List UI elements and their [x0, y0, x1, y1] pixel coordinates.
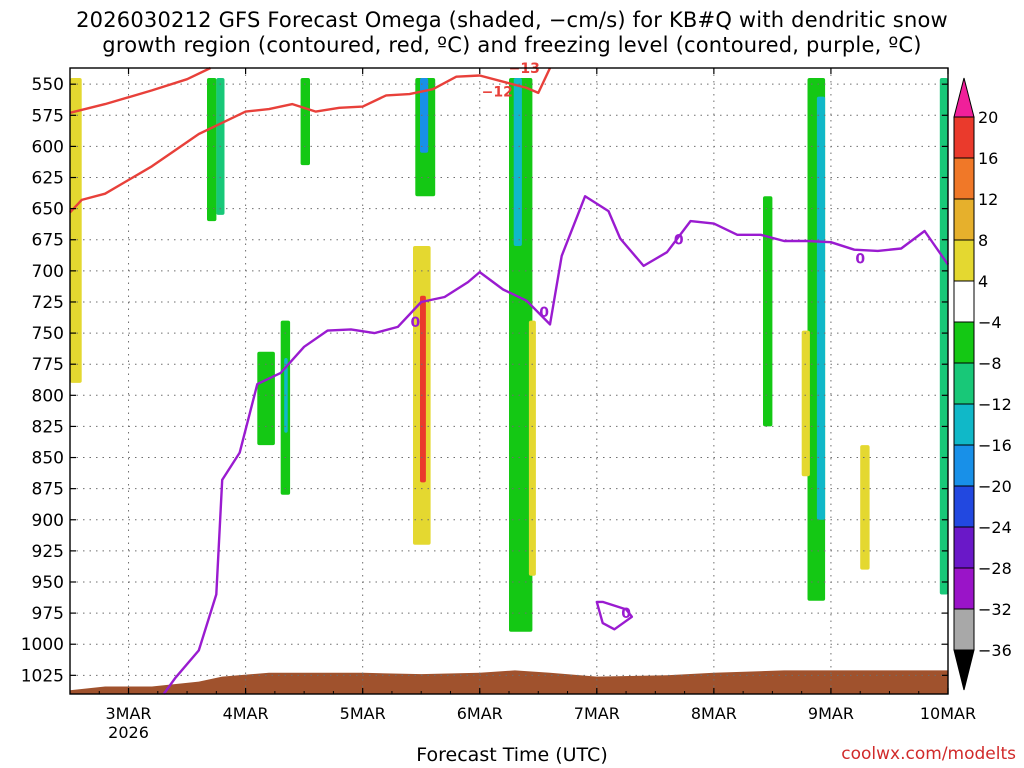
freezing-contour-label-3: 0: [855, 251, 865, 267]
dgz-contour-label-0: −12: [482, 85, 513, 101]
omega-region-0: [70, 78, 82, 383]
colorbar-tick-label-5: −4: [978, 313, 1002, 332]
dgz-upper-contour: [69, 66, 212, 114]
freezing-level-loop: [595, 600, 634, 631]
y-tick-label-625: 625: [32, 169, 64, 189]
y-tick-label-700: 700: [32, 262, 64, 282]
x-tick-label-3MAR: 3MAR: [106, 704, 152, 723]
x-tick-label-6MAR: 6MAR: [457, 704, 503, 723]
colorbar-tick-label-11: −28: [978, 559, 1012, 578]
x-tick-label-8MAR: 8MAR: [691, 704, 737, 723]
freezing-contour-label-1: 0: [539, 305, 549, 321]
x-tick-label-5MAR: 5MAR: [340, 704, 386, 723]
y-tick-label-550: 550: [32, 75, 64, 95]
colorbar-tick-label-7: −12: [978, 395, 1012, 414]
source-credit: coolwx.com/modelts: [841, 744, 1016, 764]
chart-title-line-1: 2026030212 GFS Forecast Omega (shaded, −…: [76, 8, 948, 32]
omega-region-10: [420, 295, 426, 483]
y-tick-label-1000: 1000: [21, 635, 64, 655]
y-tick-label-975: 975: [32, 604, 64, 624]
x-axis-tick-labels: 3MAR 4MAR 5MAR 6MAR 7MAR 8MAR 9MAR 10MAR 2026: [106, 704, 977, 742]
omega-region-1: [207, 78, 217, 222]
omega-region-3: [257, 351, 275, 446]
x-tick-label-4MAR: 4MAR: [223, 704, 269, 723]
y-tick-label-1025: 1025: [21, 666, 64, 686]
y-tick-label-650: 650: [32, 200, 64, 220]
freezing-contour-label-2: 0: [674, 233, 684, 249]
y-tick-label-925: 925: [32, 542, 64, 562]
plot-frame-layer: [69, 67, 949, 695]
colorbar-bottom-arrow: [953, 649, 975, 691]
colorbar-tick-label-4: 4: [978, 272, 988, 291]
x-tick-sublabel-year: 2026: [108, 723, 149, 742]
colorbar-tick-label-1: 16: [978, 149, 998, 168]
chart-title-line-2: growth region (contoured, red, ºC) and f…: [102, 33, 922, 57]
y-tick-label-800: 800: [32, 386, 64, 406]
y-tick-label-825: 825: [32, 417, 64, 437]
omega-region-17: [801, 330, 810, 477]
y-tick-label-750: 750: [32, 324, 64, 344]
colorbar-tick-label-9: −20: [978, 477, 1012, 496]
y-tick-label-775: 775: [32, 355, 64, 375]
colorbar-bin-6: [953, 362, 975, 405]
colorbar-top-arrow: [953, 77, 975, 118]
y-axis-tick-labels: 550 575 600 625 650 675 700 725 750 775 800 825 850 8…: [21, 75, 64, 686]
colorbar-bin-9: [953, 485, 975, 528]
colorbar-tick-label-10: −24: [978, 518, 1012, 537]
y-tick-label-675: 675: [32, 231, 64, 251]
colorbar-tick-label-0: 20: [978, 108, 998, 127]
x-tick-label-9MAR: 9MAR: [808, 704, 854, 723]
omega-region-6: [300, 78, 310, 166]
colorbar-bin-1: [953, 157, 975, 200]
colorbar-bin-12: [953, 608, 975, 651]
colorbar-tick-label-3: 8: [978, 231, 988, 250]
colorbar-tick-label-6: −8: [978, 354, 1002, 373]
colorbar-bin-5: [953, 321, 975, 364]
colorbar-bin-3: [953, 239, 975, 282]
freezing-contour-label-0: 0: [410, 315, 420, 331]
omega-region-19: [939, 78, 948, 595]
y-tick-label-900: 900: [32, 511, 64, 531]
y-tick-label-875: 875: [32, 480, 64, 500]
x-tick-label-10MAR: 10MAR: [920, 704, 976, 723]
colorbar-bin-8: [953, 444, 975, 487]
y-tick-label-575: 575: [32, 106, 64, 126]
colorbar-bin-2: [953, 198, 975, 241]
colorbar-tick-label-12: −32: [978, 600, 1012, 619]
omega-shading-layer: [70, 78, 948, 632]
omega-region-16: [763, 196, 773, 427]
x-tick-label-7MAR: 7MAR: [574, 704, 620, 723]
ground-layer: [70, 670, 948, 694]
omega-region-12: [513, 78, 522, 246]
ground-surface: [70, 670, 948, 694]
freezing-contour-label-4: 0: [621, 606, 631, 622]
freezing-level-contour: [162, 195, 949, 695]
colorbar-bin-4: [953, 280, 975, 323]
dgz-lower-contour: [69, 67, 552, 214]
colorbar-tick-label-13: −36: [978, 641, 1012, 660]
omega-region-8: [420, 78, 429, 153]
y-tick-label-725: 725: [32, 293, 64, 313]
x-axis-label: Forecast Time (UTC): [416, 744, 608, 766]
colorbar-tick-label-2: 12: [978, 190, 998, 209]
colorbar-bin-10: [953, 526, 975, 569]
y-tick-label-850: 850: [32, 449, 64, 469]
omega-region-18: [860, 445, 870, 570]
colorbar: 20 16 12 8 4 −4 −8 −12 −16 −20 −24 −28 −32 −36: [953, 77, 1012, 691]
omega-region-15: [816, 96, 826, 520]
colorbar-bin-0: [953, 116, 975, 159]
omega-region-13: [528, 320, 536, 576]
contour-layer: −12 −13 0 0 0 0 0: [69, 61, 949, 695]
y-tick-label-600: 600: [32, 137, 64, 157]
dgz-contour-label-1: −13: [509, 61, 540, 77]
colorbar-tick-label-8: −16: [978, 436, 1012, 455]
colorbar-bin-7: [953, 403, 975, 446]
colorbar-bin-11: [953, 567, 975, 610]
y-tick-label-950: 950: [32, 573, 64, 593]
